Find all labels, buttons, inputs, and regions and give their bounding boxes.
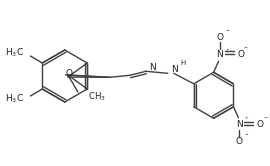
Text: O: O [65, 69, 72, 78]
Text: O: O [237, 50, 244, 59]
Text: $^+$: $^+$ [225, 48, 231, 53]
Text: $^-$: $^-$ [225, 29, 231, 34]
Text: N: N [149, 63, 156, 72]
Text: N: N [236, 120, 243, 129]
Text: CH$_3$: CH$_3$ [88, 91, 106, 103]
Text: N: N [216, 50, 223, 59]
Text: N: N [171, 65, 177, 74]
Text: $^-$: $^-$ [244, 46, 249, 51]
Text: $^-$: $^-$ [244, 133, 251, 138]
Text: H$_3$C: H$_3$C [5, 47, 24, 59]
Text: O: O [216, 33, 223, 42]
Text: O: O [236, 137, 243, 146]
Text: H$_3$C: H$_3$C [5, 93, 24, 105]
Text: $^+$: $^+$ [244, 116, 251, 121]
Text: O: O [257, 120, 264, 129]
Text: $^-$: $^-$ [263, 116, 269, 121]
Text: H: H [181, 60, 186, 66]
